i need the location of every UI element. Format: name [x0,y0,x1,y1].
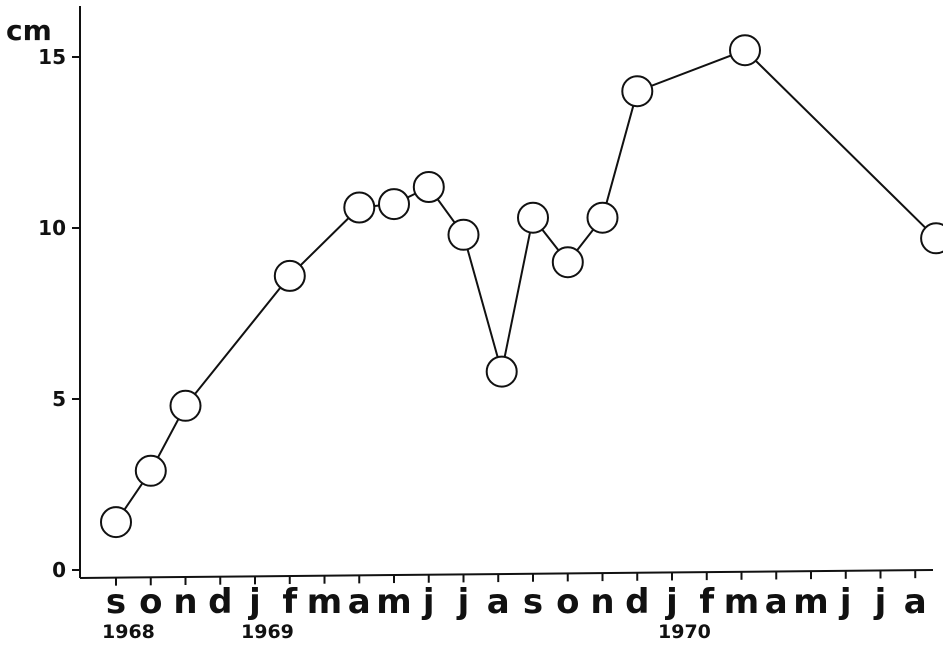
month-label: n [590,582,614,622]
data-point [378,188,410,221]
month-label: m [724,582,759,622]
data-point [169,389,202,422]
month-label: f [699,582,715,622]
month-label: o [556,582,579,622]
year-label: 1969 [241,621,294,643]
year-label: 1970 [658,621,711,643]
month-label: j [247,582,261,622]
month-label: a [765,582,788,622]
data-point [485,355,518,388]
year-label: 1968 [102,621,155,643]
month-label: j [421,582,435,622]
year-labels: 1968 1969 1970 [102,621,711,643]
month-label: d [208,582,232,622]
y-tick-label: 5 [52,387,66,411]
month-label: j [838,582,852,622]
y-axis: cm 0 5 10 15 [6,6,81,582]
y-axis-label: cm [6,14,52,47]
data-points [100,34,943,539]
month-label: j [873,582,887,622]
month-label: j [456,582,470,622]
month-label: m [307,582,342,622]
month-label: j [664,582,678,622]
month-label: o [139,582,162,622]
month-label: n [173,582,197,622]
data-point [517,201,549,234]
month-label: a [904,582,927,622]
month-label: s [106,582,126,622]
month-label: m [793,582,828,622]
data-point [586,201,619,234]
data-point [920,222,943,255]
month-label: f [282,582,298,622]
data-point [100,506,132,539]
month-label: a [348,582,371,622]
data-point [273,259,306,292]
data-point [412,171,445,203]
y-tick-label: 10 [38,216,66,240]
y-tick-label: 15 [38,45,66,69]
data-point [343,191,376,224]
month-label: a [487,582,510,622]
month-label: d [625,582,649,622]
data-point [447,218,480,251]
plot-area [100,34,943,539]
month-label: m [376,582,411,622]
y-tick-label: 0 [52,558,66,582]
x-ticks [115,570,917,586]
series-line [115,49,937,523]
y-ticks: 0 5 10 15 [38,45,80,582]
month-label: s [523,582,543,622]
data-point [621,75,654,108]
data-point [729,34,761,67]
x-axis-line [79,569,934,579]
data-point [551,246,584,279]
data-point [134,454,167,487]
